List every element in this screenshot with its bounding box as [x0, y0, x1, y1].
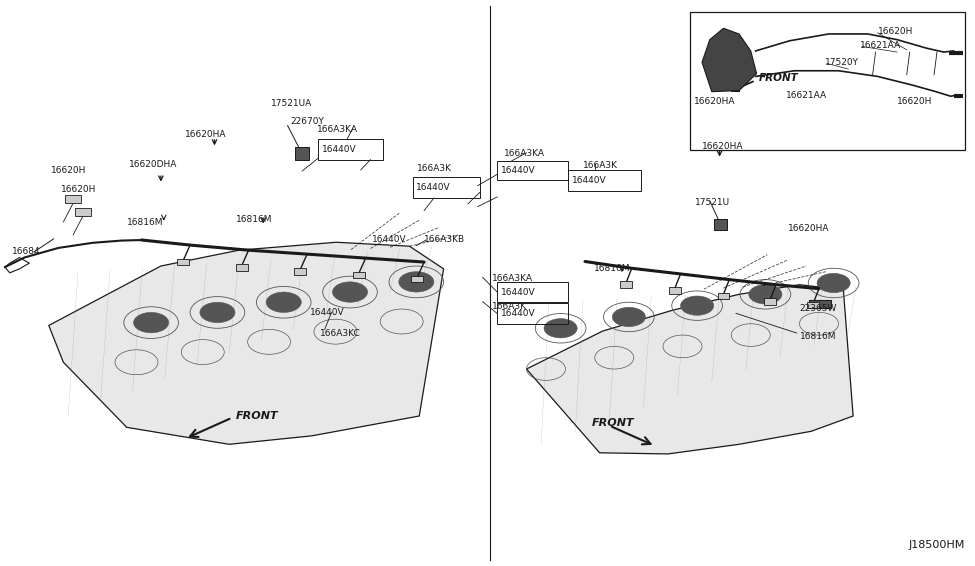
Circle shape [544, 319, 577, 338]
Bar [497, 303, 568, 324]
Text: 16620H: 16620H [51, 166, 86, 175]
Text: 17521UA: 17521UA [271, 98, 312, 108]
Bar [353, 272, 365, 278]
Text: FRONT: FRONT [236, 411, 279, 421]
Text: 166A3KC: 166A3KC [320, 329, 361, 338]
Polygon shape [49, 242, 444, 444]
Polygon shape [526, 285, 853, 454]
Circle shape [266, 292, 301, 312]
Bar [809, 300, 831, 308]
Text: 166A3KA: 166A3KA [492, 274, 533, 283]
Text: 166A3K: 166A3K [417, 164, 452, 173]
Circle shape [200, 302, 235, 323]
Text: 16620H: 16620H [878, 27, 913, 36]
Text: 22670Y: 22670Y [291, 117, 325, 126]
Bar [669, 287, 681, 294]
Text: 16440V: 16440V [322, 145, 357, 154]
Text: 166A3K: 166A3K [583, 161, 618, 170]
Text: 16620H: 16620H [61, 185, 97, 194]
Text: 16816M: 16816M [594, 264, 630, 273]
Text: FRONT: FRONT [759, 73, 799, 83]
Bar [497, 282, 568, 302]
Text: 16440V: 16440V [501, 166, 536, 175]
Text: 16620H: 16620H [897, 97, 932, 106]
Circle shape [399, 272, 434, 292]
Bar [714, 219, 727, 230]
Text: 16620HA: 16620HA [788, 224, 830, 233]
Bar [177, 259, 189, 265]
Circle shape [332, 282, 368, 302]
Circle shape [134, 312, 169, 333]
Text: 16440V: 16440V [572, 176, 607, 185]
Bar [318, 139, 383, 160]
Text: FRONT: FRONT [592, 418, 635, 428]
Bar [236, 264, 248, 271]
Bar [75, 208, 91, 216]
Text: 16440V: 16440V [372, 235, 408, 245]
Text: 16620HA: 16620HA [694, 97, 736, 106]
Text: 16620HA: 16620HA [702, 142, 744, 151]
Text: 16816M: 16816M [127, 218, 163, 227]
Text: 166A3KB: 166A3KB [424, 235, 465, 245]
Text: 16620DHA: 16620DHA [129, 160, 177, 169]
Text: 16621AA: 16621AA [786, 91, 827, 100]
Bar [620, 281, 632, 288]
Text: J18500HM: J18500HM [909, 540, 965, 550]
Bar [718, 293, 729, 299]
Text: 166A3KA: 166A3KA [504, 149, 545, 158]
Text: 16440V: 16440V [501, 309, 536, 318]
Bar [764, 298, 776, 305]
Bar [568, 170, 641, 191]
Text: 17521U: 17521U [695, 198, 730, 207]
Text: 166A3K: 166A3K [492, 302, 527, 311]
Text: 16440V: 16440V [310, 308, 345, 317]
Text: 16620HA: 16620HA [185, 130, 227, 139]
Bar [497, 161, 568, 180]
Text: 16816M: 16816M [236, 215, 272, 224]
Bar [413, 177, 480, 198]
Text: 16440V: 16440V [501, 288, 536, 297]
Bar [65, 195, 81, 203]
Text: 16621AA: 16621AA [860, 41, 901, 50]
Text: 17520Y: 17520Y [825, 58, 859, 67]
Bar [411, 276, 423, 282]
Text: 16440V: 16440V [416, 183, 451, 192]
Circle shape [817, 273, 850, 293]
Circle shape [612, 307, 645, 327]
Text: 16684: 16684 [12, 247, 40, 256]
Circle shape [749, 285, 782, 304]
Bar [294, 268, 306, 275]
Text: 22365W: 22365W [800, 304, 837, 313]
Polygon shape [702, 28, 757, 92]
Text: 16816M: 16816M [800, 332, 836, 341]
Circle shape [681, 296, 714, 315]
Bar [807, 302, 819, 308]
Text: 166A3KA: 166A3KA [317, 125, 358, 134]
Bar [690, 12, 965, 150]
Bar [295, 147, 309, 160]
